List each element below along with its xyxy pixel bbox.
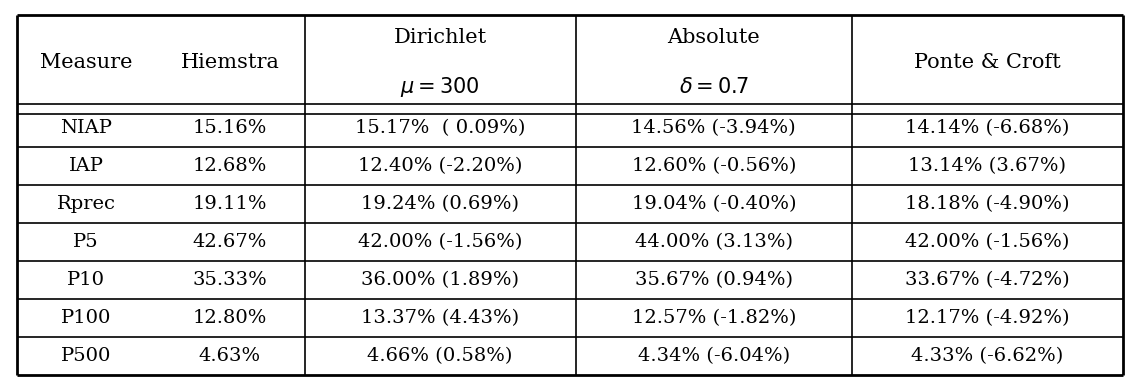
Text: 4.63%: 4.63% [198,348,261,365]
Text: 13.37% (4.43%): 13.37% (4.43%) [361,309,519,327]
Text: 12.68%: 12.68% [193,157,267,175]
Text: 14.14% (-6.68%): 14.14% (-6.68%) [905,119,1069,137]
Text: P500: P500 [62,348,112,365]
Text: 12.80%: 12.80% [193,309,267,327]
Text: 12.40% (-2.20%): 12.40% (-2.20%) [358,157,522,175]
Text: Measure: Measure [40,53,132,72]
Text: 13.14% (3.67%): 13.14% (3.67%) [909,157,1066,175]
Text: $\delta = 0.7$: $\delta = 0.7$ [678,77,749,98]
Text: NIAP: NIAP [60,119,112,137]
Text: Dirichlet: Dirichlet [393,27,487,46]
Text: 44.00% (3.13%): 44.00% (3.13%) [635,233,792,251]
Text: 4.34% (-6.04%): 4.34% (-6.04%) [637,348,790,365]
Text: 12.17% (-4.92%): 12.17% (-4.92%) [905,309,1069,327]
Text: 15.17%  ( 0.09%): 15.17% ( 0.09%) [355,119,526,137]
Text: 42.67%: 42.67% [193,233,267,251]
Text: 42.00% (-1.56%): 42.00% (-1.56%) [358,233,522,251]
Text: 15.16%: 15.16% [193,119,267,137]
Text: 4.66% (0.58%): 4.66% (0.58%) [367,348,513,365]
Text: 33.67% (-4.72%): 33.67% (-4.72%) [905,271,1069,289]
Text: 42.00% (-1.56%): 42.00% (-1.56%) [905,233,1069,251]
Text: 12.57% (-1.82%): 12.57% (-1.82%) [632,309,796,327]
Text: 19.04% (-0.40%): 19.04% (-0.40%) [632,195,796,213]
Text: P10: P10 [67,271,105,289]
Text: Absolute: Absolute [667,27,760,46]
Text: Ponte & Croft: Ponte & Croft [914,53,1061,72]
Text: 35.33%: 35.33% [193,271,268,289]
Text: P100: P100 [62,309,112,327]
Text: 4.33% (-6.62%): 4.33% (-6.62%) [911,348,1064,365]
Text: 19.11%: 19.11% [193,195,267,213]
Text: IAP: IAP [68,157,104,175]
Text: 36.00% (1.89%): 36.00% (1.89%) [361,271,519,289]
Text: 14.56% (-3.94%): 14.56% (-3.94%) [632,119,796,137]
Text: 35.67% (0.94%): 35.67% (0.94%) [635,271,792,289]
Text: $\mu = 300$: $\mu = 300$ [400,75,480,99]
Text: 12.60% (-0.56%): 12.60% (-0.56%) [632,157,796,175]
Text: 18.18% (-4.90%): 18.18% (-4.90%) [905,195,1069,213]
Text: 19.24% (0.69%): 19.24% (0.69%) [361,195,519,213]
Text: P5: P5 [73,233,99,251]
Text: Rprec: Rprec [57,195,116,213]
Text: Hiemstra: Hiemstra [180,53,279,72]
